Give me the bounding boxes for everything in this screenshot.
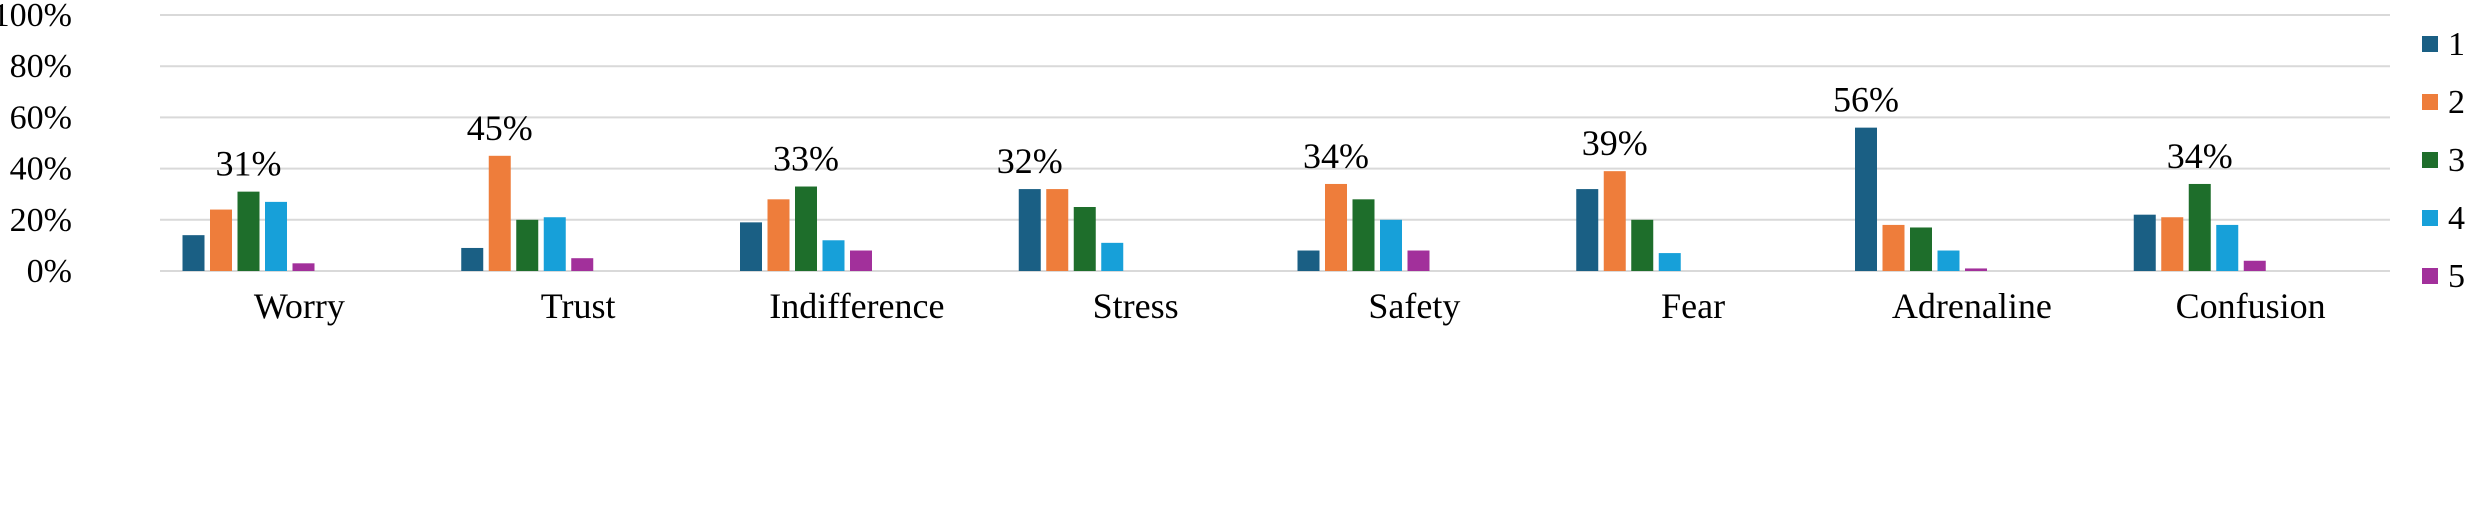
bar-stress-series-1 bbox=[1018, 189, 1041, 271]
bar-trust-series-4 bbox=[543, 217, 566, 271]
bar-safety-series-5 bbox=[1407, 250, 1430, 271]
data-label-confusion: 34% bbox=[2167, 136, 2233, 176]
data-label-fear: 39% bbox=[1582, 123, 1648, 163]
data-label-worry: 31% bbox=[216, 144, 282, 184]
legend-label-3: 3 bbox=[2448, 142, 2465, 179]
x-category-label: Confusion bbox=[2176, 286, 2326, 326]
bar-confusion-series-4 bbox=[2216, 224, 2239, 271]
legend-label-2: 2 bbox=[2448, 84, 2465, 121]
legend-swatch-2 bbox=[2422, 94, 2438, 110]
bar-worry-series-5 bbox=[292, 263, 315, 271]
bar-trust-series-5 bbox=[571, 258, 594, 271]
x-category-label: Fear bbox=[1661, 286, 1725, 326]
data-label-stress: 32% bbox=[997, 141, 1063, 181]
bar-confusion-series-5 bbox=[2243, 260, 2266, 271]
bar-stress-series-4 bbox=[1101, 242, 1124, 271]
x-category-label: Stress bbox=[1093, 286, 1179, 326]
bar-confusion-series-1 bbox=[2133, 214, 2156, 271]
bar-confusion-series-3 bbox=[2188, 183, 2211, 271]
legend-swatch-1 bbox=[2422, 36, 2438, 52]
bar-adrenaline-series-5 bbox=[1965, 268, 1987, 271]
x-category-label: Adrenaline bbox=[1892, 286, 2052, 326]
data-labels: 31% 45% 33% 32% 34% 39% 56% 34% bbox=[216, 80, 2233, 184]
y-tick-label: 0% bbox=[27, 253, 72, 290]
bars bbox=[182, 127, 2266, 271]
bar-safety-series-1 bbox=[1297, 250, 1320, 271]
bar-fear-series-4 bbox=[1658, 253, 1681, 271]
bar-worry-series-4 bbox=[265, 201, 287, 271]
bar-adrenaline-series-3 bbox=[1910, 227, 1932, 271]
bar-adrenaline-series-1 bbox=[1855, 127, 1877, 271]
bar-worry-series-2 bbox=[210, 209, 232, 271]
x-category-label: Indifference bbox=[769, 286, 944, 326]
legend-label-5: 5 bbox=[2448, 258, 2465, 295]
bar-worry-series-3 bbox=[237, 191, 260, 271]
legend-label-4: 4 bbox=[2448, 200, 2465, 237]
bar-worry-series-1 bbox=[182, 235, 205, 271]
bar-indifference-series-3 bbox=[795, 186, 817, 271]
y-tick-label: 40% bbox=[10, 151, 72, 188]
data-label-adrenaline: 56% bbox=[1833, 80, 1899, 120]
y-tick-label: 80% bbox=[10, 48, 72, 85]
data-label-safety: 34% bbox=[1303, 136, 1369, 176]
legend-swatch-3 bbox=[2422, 152, 2438, 168]
bar-fear-series-3 bbox=[1631, 219, 1654, 271]
bar-fear-series-1 bbox=[1576, 189, 1599, 271]
bar-trust-series-3 bbox=[516, 219, 539, 271]
legend-swatch-4 bbox=[2422, 210, 2438, 226]
y-tick-label: 60% bbox=[10, 99, 72, 136]
bar-trust-series-2 bbox=[488, 155, 511, 271]
bar-adrenaline-series-4 bbox=[1937, 250, 1960, 271]
bar-indifference-series-5 bbox=[850, 250, 872, 271]
bar-indifference-series-1 bbox=[740, 222, 762, 271]
bar-safety-series-2 bbox=[1325, 183, 1347, 271]
legend-swatch-5 bbox=[2422, 268, 2438, 284]
x-category-label: Trust bbox=[541, 286, 616, 326]
x-category-label: Safety bbox=[1368, 286, 1460, 326]
y-tick-label: 100% bbox=[0, 0, 72, 34]
data-label-trust: 45% bbox=[467, 108, 533, 148]
legend-label-1: 1 bbox=[2448, 26, 2465, 63]
y-tick-label: 20% bbox=[10, 202, 72, 239]
bar-safety-series-4 bbox=[1380, 219, 1402, 271]
bar-adrenaline-series-2 bbox=[1882, 224, 1905, 271]
bar-stress-series-2 bbox=[1046, 189, 1069, 271]
bar-confusion-series-2 bbox=[2161, 217, 2184, 271]
legend: 1 2 3 4 5 bbox=[2422, 26, 2465, 295]
bar-trust-series-1 bbox=[461, 247, 484, 271]
y-axis: 0% 20% 40% 60% 80% 100% bbox=[0, 0, 72, 290]
bar-indifference-series-4 bbox=[822, 240, 845, 271]
data-label-indifference: 33% bbox=[773, 139, 839, 179]
bar-safety-series-3 bbox=[1352, 199, 1375, 271]
bar-fear-series-2 bbox=[1603, 171, 1626, 271]
bar-indifference-series-2 bbox=[767, 199, 790, 271]
x-axis: Worry Trust Indifference Stress Safety Fear Ad… bbox=[254, 286, 2326, 326]
bar-stress-series-3 bbox=[1073, 207, 1096, 271]
x-category-label: Worry bbox=[254, 286, 345, 326]
